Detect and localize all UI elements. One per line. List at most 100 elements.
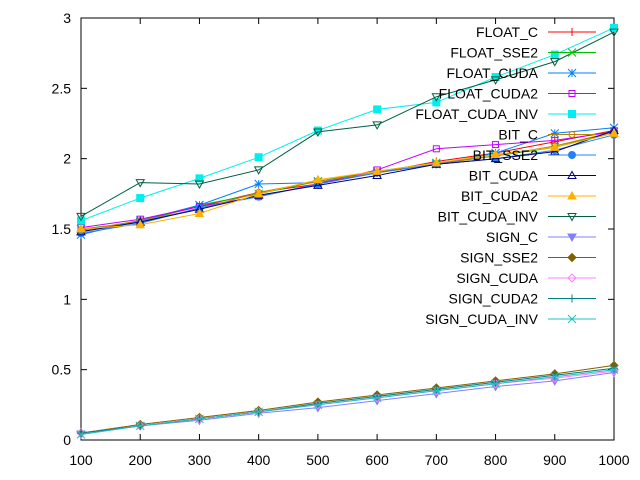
data-point [135,219,146,229]
data-point [568,90,576,97]
data-point [550,50,559,59]
series-line-float-cuda-inv [80,27,615,222]
legend-item-float-c: FLOAT_C [476,24,596,40]
data-point [194,208,205,218]
y-tick-label: 0 [63,432,71,448]
data-point [432,145,440,153]
y-tick-label: 2.5 [52,80,72,96]
data-point [431,157,442,167]
data-point [254,179,264,189]
legend: FLOAT_C FLOAT_SSE2 FLOAT_CUDA FLOAT_CUDA2 FL… [415,24,596,327]
data-point [490,149,501,158]
legend-label: BIT_CUDA [469,168,539,184]
series-line-sign-cuda-inv [80,369,615,435]
legend-item-bit-cuda2: BIT_CUDA2 [461,188,596,204]
x-tick-label: 300 [188,452,212,468]
data-point [136,194,145,203]
data-point [567,68,577,78]
data-point [313,399,322,408]
legend-label: BIT_CUDA_INV [438,209,539,225]
data-point [254,153,263,162]
data-point [76,212,86,222]
data-point [195,414,204,424]
legend-item-bit-cuda-inv: BIT_CUDA_INV [438,209,596,225]
data-point [313,174,323,184]
data-point [549,58,560,67]
series-line-sign-c [80,372,615,435]
data-point [567,233,577,243]
data-point [432,98,441,107]
series-line-sign-sse2 [80,364,615,434]
data-point [254,407,264,417]
legend-item-sign-c: SIGN_C [486,229,596,245]
data-point [567,170,577,179]
y-tick-label: 1 [63,291,71,307]
legend-label: SIGN_CUDA [456,270,538,286]
x-tick-label: 700 [425,452,449,468]
data-point [567,190,577,200]
data-point [373,105,382,114]
legend-item-bit-sse2: BIT_SSE2 [473,147,596,163]
series-line-bit-cuda [80,130,615,233]
data-point [610,364,618,373]
data-point [313,180,323,189]
x-tick-label: 800 [484,452,508,468]
series-line-bit-cuda-inv [80,31,615,217]
data-point [76,430,86,439]
data-point [432,385,441,394]
legend-label: FLOAT_CUDA2 [439,86,539,102]
legend-item-float-cuda-inv: FLOAT_CUDA_INV [415,106,596,122]
data-point [490,76,501,85]
data-point [253,166,264,175]
series-line-float-sse2 [80,131,615,230]
data-point [549,142,560,151]
data-point [567,314,577,324]
data-point [491,379,500,389]
data-point [568,294,576,303]
legend-item-float-cuda2: FLOAT_CUDA2 [439,86,596,102]
legend-item-sign-cuda-inv: SIGN_CUDA_INV [425,311,596,327]
data-point [253,407,264,417]
data-point [550,128,560,138]
series-lines [76,23,619,440]
data-point [567,273,577,283]
x-tick-label: 200 [129,452,153,468]
data-point [568,131,576,138]
data-point [253,188,264,198]
axes: 100 200 300 400 500 600 700 800 900 1000 0 0.5 1 1.5 2… [52,10,630,468]
data-point [568,28,576,36]
legend-item-sign-cuda2: SIGN_CUDA2 [449,291,596,307]
y-tick-label: 3 [63,10,71,26]
data-point [135,421,145,431]
legend-label: BIT_SSE2 [473,147,539,163]
data-point [431,386,441,396]
data-point [567,252,577,263]
data-point [431,93,442,102]
x-tick-label: 400 [247,452,271,468]
data-point [491,378,500,387]
y-tick-label: 2 [63,151,71,167]
data-point [194,180,205,189]
y-tick-label: 1.5 [52,221,72,237]
data-point [567,213,577,222]
legend-item-sign-cuda: SIGN_CUDA [456,270,596,286]
x-tick-label: 500 [306,452,330,468]
data-point [313,128,323,137]
data-point [492,141,500,149]
data-point [372,393,382,403]
legend-label: BIT_CUDA2 [461,188,538,204]
legend-label: FLOAT_C [476,24,538,40]
data-point [609,28,619,38]
data-point [313,400,323,410]
x-tick-label: 1000 [598,452,629,468]
legend-label: BIT_C [498,127,538,143]
data-point [568,151,576,159]
legend-item-float-sse2: FLOAT_SSE2 [450,45,596,61]
data-point [195,174,204,183]
legend-label: FLOAT_CUDA [446,65,538,81]
legend-item-bit-cuda: BIT_CUDA [469,168,596,184]
legend-label: FLOAT_CUDA_INV [415,106,538,122]
data-point [609,128,619,137]
data-point [372,170,382,180]
